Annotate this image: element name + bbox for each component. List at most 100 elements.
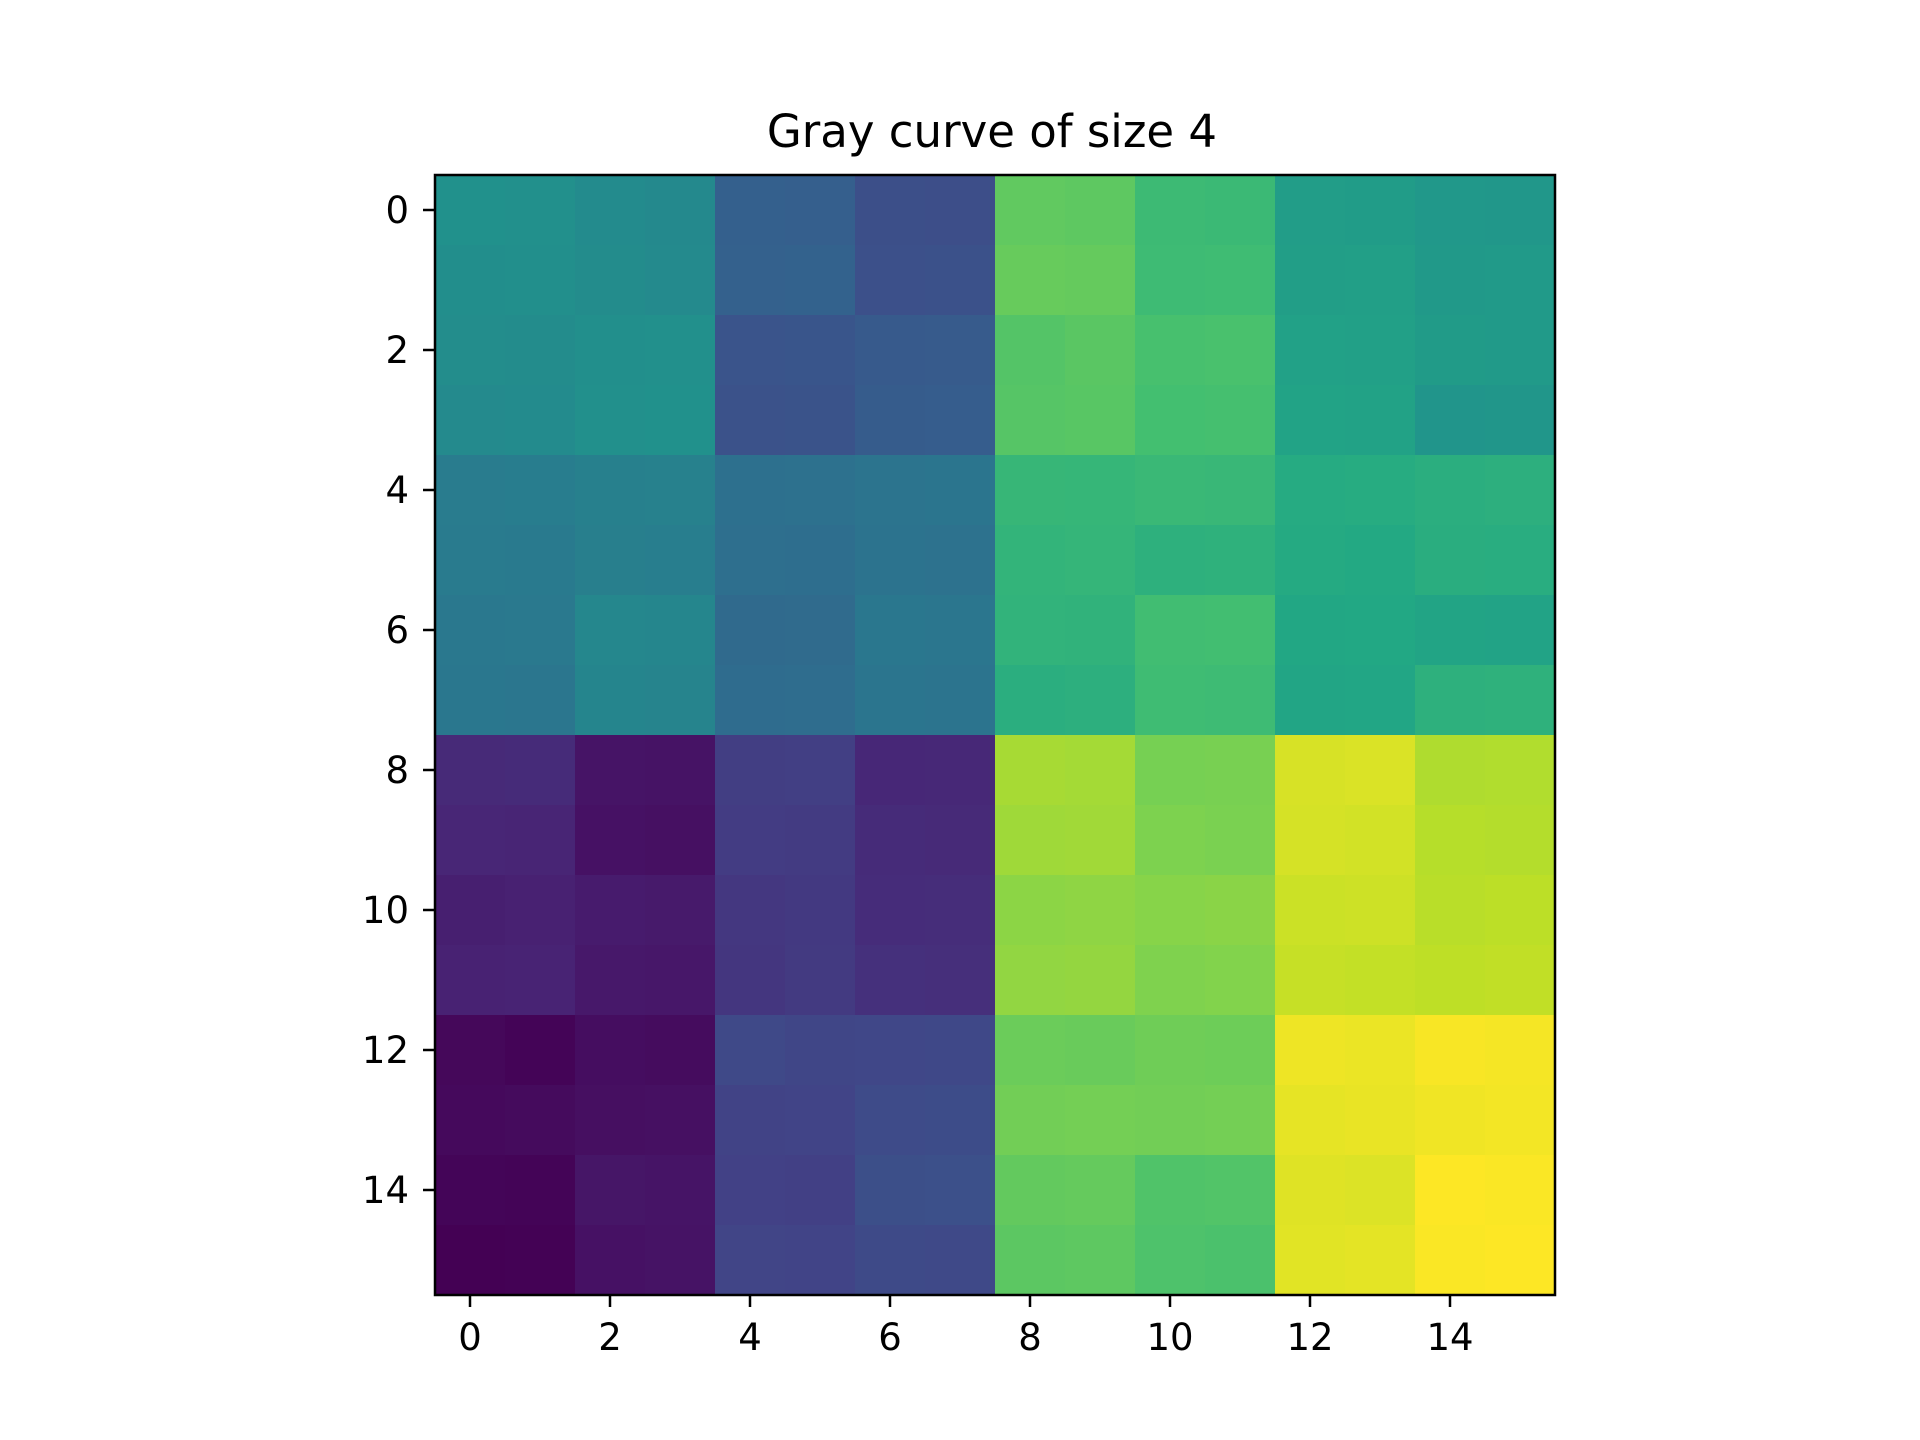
- heatmap-cell: [855, 1155, 926, 1226]
- heatmap-cell: [575, 1155, 646, 1226]
- heatmap-cell: [1065, 945, 1136, 1016]
- heatmap-cell: [995, 805, 1066, 876]
- y-tick-label: 10: [362, 889, 409, 932]
- heatmap-cell: [575, 595, 646, 666]
- heatmap-cell: [645, 805, 716, 876]
- heatmap-cell: [1415, 315, 1486, 386]
- heatmap-cell: [1065, 1085, 1136, 1156]
- heatmap-cell: [1065, 665, 1136, 736]
- heatmap-cell: [575, 175, 646, 246]
- heatmap-cell: [1275, 455, 1346, 526]
- heatmap-cell: [1485, 735, 1556, 806]
- heatmap-cell: [1135, 245, 1206, 316]
- heatmap-cell: [575, 805, 646, 876]
- heatmap-cell: [1485, 175, 1556, 246]
- heatmap-cell: [1275, 1085, 1346, 1156]
- heatmap-cell: [1135, 1225, 1206, 1296]
- heatmap-cell: [1345, 385, 1416, 456]
- heatmap-cell: [1345, 665, 1416, 736]
- heatmap-cell: [785, 385, 856, 456]
- heatmap-cell: [785, 665, 856, 736]
- heatmap-cell: [1135, 315, 1206, 386]
- heatmap-cell: [715, 595, 786, 666]
- heatmap-cell: [1345, 945, 1416, 1016]
- heatmap-cell: [855, 315, 926, 386]
- heatmap-cell: [505, 1155, 576, 1226]
- heatmap-cell: [925, 1015, 996, 1086]
- heatmap-cell: [1275, 805, 1346, 876]
- heatmap-cell: [1415, 175, 1486, 246]
- heatmap-cell: [645, 175, 716, 246]
- heatmap-cell: [1065, 875, 1136, 946]
- heatmap-cell: [1205, 805, 1276, 876]
- heatmap-cell: [645, 1015, 716, 1086]
- heatmap-cell: [505, 1225, 576, 1296]
- heatmap-cell: [1065, 735, 1136, 806]
- heatmap-cell: [925, 735, 996, 806]
- heatmap-cell: [1135, 1085, 1206, 1156]
- heatmap-cell: [715, 665, 786, 736]
- heatmap-cell: [1065, 1225, 1136, 1296]
- heatmap-cell: [435, 175, 506, 246]
- heatmap-cell: [1485, 455, 1556, 526]
- heatmap-cell: [1205, 1015, 1276, 1086]
- heatmap-cell: [1205, 525, 1276, 596]
- heatmap-cell: [1135, 175, 1206, 246]
- heatmap-cell: [1415, 525, 1486, 596]
- heatmap-cell: [575, 385, 646, 456]
- heatmap-cell: [1135, 1155, 1206, 1226]
- heatmap-cell: [925, 1225, 996, 1296]
- heatmap-cell: [505, 175, 576, 246]
- heatmap-cell: [1415, 805, 1486, 876]
- heatmap-cell: [505, 315, 576, 386]
- heatmap-cell: [1065, 175, 1136, 246]
- heatmap-cell: [435, 805, 506, 876]
- heatmap-cell: [785, 1225, 856, 1296]
- heatmap-cell: [1345, 1015, 1416, 1086]
- heatmap-cell: [1415, 385, 1486, 456]
- x-tick-label: 10: [1146, 1316, 1193, 1359]
- heatmap-cell: [715, 175, 786, 246]
- y-tick-label: 8: [385, 749, 409, 792]
- heatmap-cell: [1065, 455, 1136, 526]
- heatmap-cell: [1345, 455, 1416, 526]
- heatmap-cell: [855, 735, 926, 806]
- heatmap-cell: [715, 735, 786, 806]
- heatmap-cell: [855, 945, 926, 1016]
- heatmap-cell: [575, 945, 646, 1016]
- heatmap-cell: [1205, 1155, 1276, 1226]
- heatmap-cell: [1345, 315, 1416, 386]
- heatmap-cell: [645, 315, 716, 386]
- heatmap-cell: [435, 595, 506, 666]
- heatmap-cell: [1205, 385, 1276, 456]
- heatmap-cell: [1135, 665, 1206, 736]
- heatmap-cell: [715, 805, 786, 876]
- heatmap-cell: [645, 595, 716, 666]
- heatmap-cell: [1205, 735, 1276, 806]
- heatmap-cell: [785, 455, 856, 526]
- heatmap-cell: [1275, 315, 1346, 386]
- heatmap-cell: [435, 1015, 506, 1086]
- heatmap-cell: [1485, 245, 1556, 316]
- heatmap-cell: [1135, 385, 1206, 456]
- heatmap-cell: [855, 665, 926, 736]
- heatmap-cell: [715, 455, 786, 526]
- heatmap-cell: [505, 525, 576, 596]
- heatmap-cells: [435, 175, 1556, 1296]
- heatmap-cell: [435, 245, 506, 316]
- heatmap-cell: [1345, 1155, 1416, 1226]
- heatmap-cell: [995, 595, 1066, 666]
- heatmap-cell: [925, 945, 996, 1016]
- heatmap-cell: [1135, 455, 1206, 526]
- heatmap-cell: [715, 525, 786, 596]
- x-axis: 0 2 4 6 8 10 12 14: [458, 1295, 1474, 1359]
- heatmap-cell: [1415, 595, 1486, 666]
- heatmap-cell: [715, 1015, 786, 1086]
- heatmap-cell: [715, 385, 786, 456]
- heatmap-cell: [505, 385, 576, 456]
- x-tick-label: 6: [878, 1316, 902, 1359]
- heatmap-cell: [575, 245, 646, 316]
- y-tick-label: 14: [362, 1169, 409, 1212]
- heatmap-cell: [645, 525, 716, 596]
- heatmap-cell: [645, 735, 716, 806]
